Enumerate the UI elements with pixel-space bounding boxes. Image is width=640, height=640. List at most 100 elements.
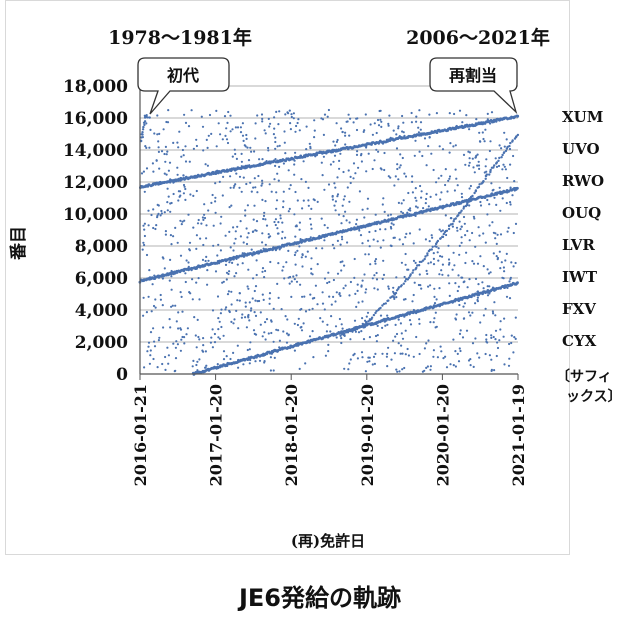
scatter-point <box>412 293 415 297</box>
scatter-point <box>339 261 342 264</box>
scatter-point <box>168 161 172 164</box>
scatter-point <box>411 191 414 194</box>
scatter-point <box>253 150 256 153</box>
scatter-point <box>329 163 332 166</box>
series-point <box>471 194 474 198</box>
scatter-point <box>232 186 235 189</box>
scatter-point <box>211 328 214 331</box>
scatter-point <box>262 298 265 301</box>
scatter-point <box>458 347 461 350</box>
scatter-point <box>365 315 368 318</box>
scatter-point <box>327 271 330 274</box>
scatter-point <box>510 341 513 345</box>
scatter-point <box>381 203 384 206</box>
series-point <box>384 318 388 322</box>
scatter-point <box>514 222 518 225</box>
scatter-point <box>298 221 301 224</box>
scatter-point <box>312 356 315 359</box>
scatter-point <box>166 346 169 349</box>
series-point <box>410 213 413 217</box>
scatter-point <box>478 167 481 170</box>
scatter-point <box>363 273 366 276</box>
scatter-point <box>220 308 223 311</box>
scatter-point <box>163 211 166 214</box>
scatter-point <box>239 131 243 134</box>
scatter-point <box>278 165 281 168</box>
scatter-point <box>304 362 307 365</box>
scatter-point <box>433 287 436 290</box>
scatter-point <box>508 357 511 360</box>
scatter-point <box>143 222 146 225</box>
scatter-point <box>283 141 286 144</box>
series-point <box>445 229 449 232</box>
scatter-point <box>363 216 366 219</box>
scatter-point <box>423 347 426 350</box>
scatter-point <box>214 196 217 199</box>
scatter-point <box>143 234 146 238</box>
scatter-point <box>379 246 382 249</box>
scatter-point <box>197 335 200 339</box>
scatter-point <box>372 238 375 241</box>
scatter-point <box>244 214 247 217</box>
series-point <box>488 173 491 176</box>
scatter-point <box>170 275 173 278</box>
scatter-point <box>484 128 487 131</box>
scatter-point <box>233 275 236 278</box>
scatter-point <box>488 354 491 357</box>
scatter-point <box>352 121 355 124</box>
scatter-point <box>161 256 164 259</box>
series-point <box>424 255 427 258</box>
scatter-point <box>165 173 168 176</box>
scatter-point <box>328 280 331 284</box>
scatter-point <box>307 204 310 207</box>
scatter-point <box>285 341 289 344</box>
scatter-point <box>478 356 481 359</box>
scatter-point <box>430 234 433 237</box>
scatter-point <box>274 218 277 221</box>
scatter-point <box>404 329 407 332</box>
scatter-point <box>268 125 271 128</box>
scatter-point <box>395 276 398 279</box>
scatter-point <box>239 126 242 129</box>
scatter-point <box>471 260 474 263</box>
scatter-point <box>499 328 502 331</box>
scatter-point <box>196 222 200 225</box>
scatter-point <box>380 125 383 128</box>
scatter-point <box>188 249 191 252</box>
scatter-point <box>439 198 442 201</box>
scatter-point <box>298 228 301 231</box>
scatter-point <box>348 134 351 137</box>
scatter-point <box>335 291 338 294</box>
scatter-point <box>459 329 462 332</box>
scatter-point <box>344 284 347 287</box>
series-point <box>391 295 395 298</box>
series-point <box>429 305 432 309</box>
scatter-point <box>476 352 479 355</box>
scatter-point <box>217 243 220 246</box>
scatter-point <box>153 340 156 343</box>
y-tick-label: 14,000 <box>63 141 128 161</box>
scatter-point <box>227 272 230 276</box>
scatter-point <box>228 261 231 264</box>
scatter-point <box>472 262 476 265</box>
scatter-point <box>219 222 222 225</box>
scatter-point <box>154 227 157 231</box>
scatter-point <box>504 259 507 262</box>
scatter-point <box>415 335 418 339</box>
scatter-point <box>469 358 472 361</box>
scatter-point <box>211 193 214 197</box>
scatter-point <box>456 289 459 293</box>
scatter-point <box>152 208 155 211</box>
scatter-point <box>169 258 172 261</box>
scatter-point <box>258 299 261 303</box>
scatter-point <box>157 339 160 342</box>
scatter-point <box>290 280 293 283</box>
scatter-point <box>428 240 431 243</box>
scatter-point <box>340 323 343 326</box>
scatter-point <box>145 146 148 149</box>
scatter-point <box>142 314 145 317</box>
series-point <box>378 139 382 143</box>
scatter-point <box>486 198 489 202</box>
scatter-point <box>436 251 439 254</box>
scatter-point <box>184 121 188 124</box>
